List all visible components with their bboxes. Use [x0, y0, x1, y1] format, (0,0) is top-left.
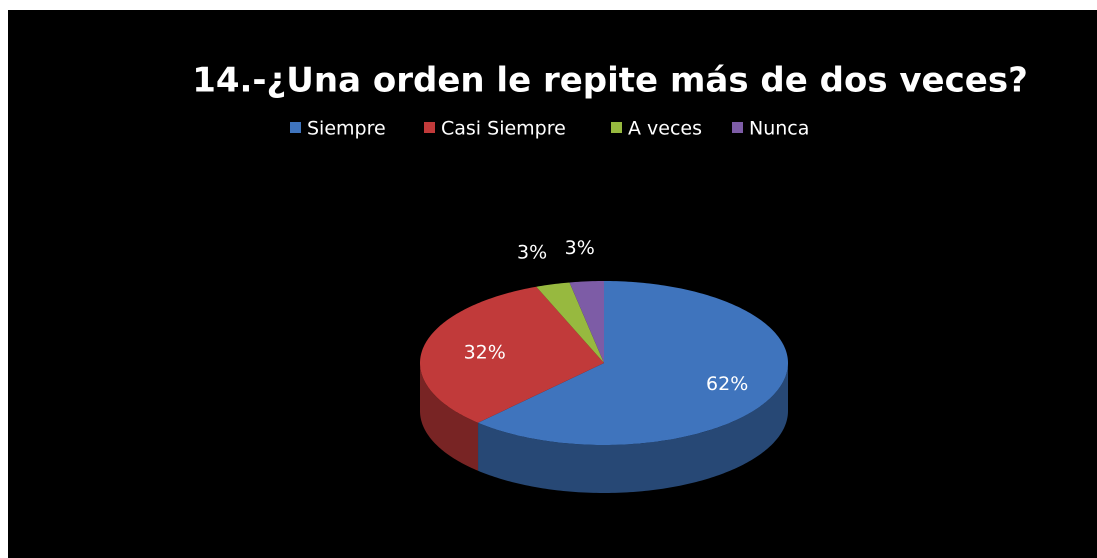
legend-label: Casi Siempre: [441, 118, 566, 140]
legend-label: Nunca: [749, 118, 809, 140]
legend-swatch: [732, 122, 743, 133]
legend-swatch: [611, 122, 622, 133]
data-label: 3%: [517, 241, 547, 263]
pie-slice: [420, 286, 604, 423]
pie-slice: [536, 282, 604, 363]
data-label: 62%: [706, 373, 748, 395]
legend-label: A veces: [628, 118, 702, 140]
data-label: 32%: [464, 341, 506, 363]
legend-swatch: [290, 122, 301, 133]
pie-side: [478, 363, 788, 493]
data-label: 3%: [565, 237, 595, 259]
legend-label: Siempre: [307, 118, 386, 140]
pie-slice: [478, 281, 788, 445]
legend-swatch: [424, 122, 435, 133]
pie-side: [420, 363, 479, 471]
pie-slice: [569, 281, 604, 363]
chart-title: 14.-¿Una orden le repite más de dos vece…: [192, 61, 1028, 101]
